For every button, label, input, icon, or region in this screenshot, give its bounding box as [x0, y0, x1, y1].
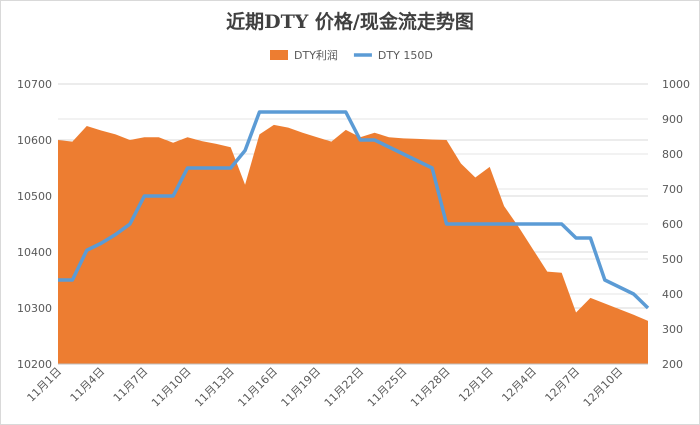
y2-tick-label: 600 [662, 218, 683, 231]
y2-tick-label: 1000 [662, 78, 690, 91]
legend-swatch [270, 50, 288, 60]
y-tick-label: 10700 [17, 78, 52, 91]
y2-tick-label: 400 [662, 288, 683, 301]
y-tick-label: 10200 [17, 358, 52, 371]
line [58, 110, 650, 310]
y-tick-label: 10600 [17, 134, 52, 147]
y-tick-label: 10400 [17, 246, 52, 259]
y-tick-label: 10300 [17, 302, 52, 315]
y-tick-label: 10500 [17, 190, 52, 203]
chart-title: 近期DTY 价格/现金流走势图 [226, 10, 474, 33]
y2-tick-label: 200 [662, 358, 683, 371]
y2-tick-label: 300 [662, 323, 683, 336]
y2-tick-label: 900 [662, 113, 683, 126]
legend-label: DTY 150D [378, 49, 433, 62]
y2-tick-label: 800 [662, 148, 683, 161]
y2-tick-label: 500 [662, 253, 683, 266]
legend-label: DTY利润 [294, 48, 338, 62]
area [58, 124, 648, 364]
y2-tick-label: 700 [662, 183, 683, 196]
